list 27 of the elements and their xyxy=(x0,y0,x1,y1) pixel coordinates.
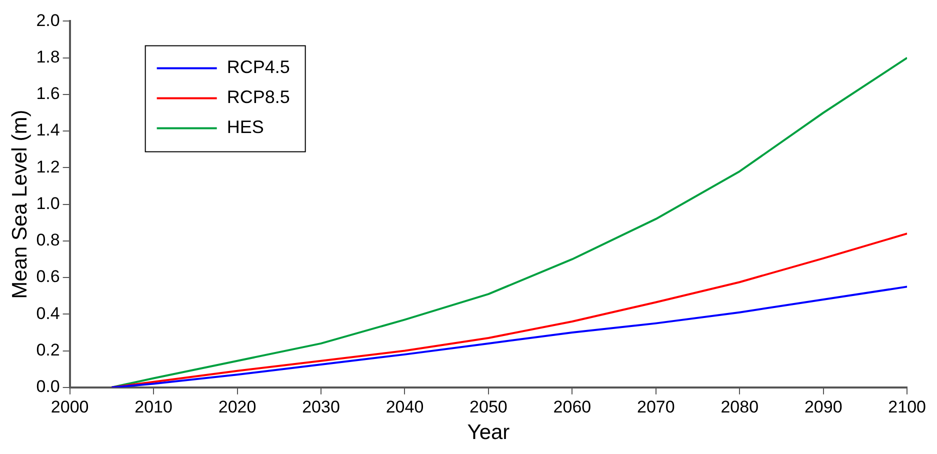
x-tick-label: 2080 xyxy=(720,397,759,416)
y-tick-label: 0.8 xyxy=(36,230,60,250)
y-tick-label: 1.0 xyxy=(36,194,60,213)
x-tick-label: 2020 xyxy=(218,397,256,416)
x-axis-title: Year xyxy=(467,421,510,444)
y-axis-title: Mean Sea Level (m) xyxy=(8,110,32,299)
legend-label: RCP8.5 xyxy=(226,87,290,108)
legend-label: HES xyxy=(226,117,264,138)
x-tick-label: 2040 xyxy=(386,397,424,416)
x-tick-label: 2010 xyxy=(134,397,172,416)
y-tick-label: 2.0 xyxy=(36,10,60,30)
y-tick-label: 0.0 xyxy=(36,377,60,396)
x-tick-label: 2000 xyxy=(50,397,89,416)
y-tick-label: 0.2 xyxy=(36,340,60,360)
y-tick-label: 1.2 xyxy=(36,157,60,176)
legend-label: RCP4.5 xyxy=(226,57,290,78)
y-tick-label: 0.6 xyxy=(36,267,60,286)
x-tick-label: 2100 xyxy=(888,397,926,416)
x-tick-label: 2070 xyxy=(637,397,675,416)
x-tick-label: 2050 xyxy=(470,397,508,416)
y-tick-label: 1.4 xyxy=(36,120,60,140)
x-tick-label: 2090 xyxy=(804,397,842,416)
x-tick-label: 2060 xyxy=(553,397,592,416)
y-tick-label: 0.4 xyxy=(36,304,60,323)
y-tick-label: 1.8 xyxy=(36,48,60,67)
x-tick-label: 2030 xyxy=(302,397,340,416)
y-tick-label: 1.6 xyxy=(36,84,60,104)
